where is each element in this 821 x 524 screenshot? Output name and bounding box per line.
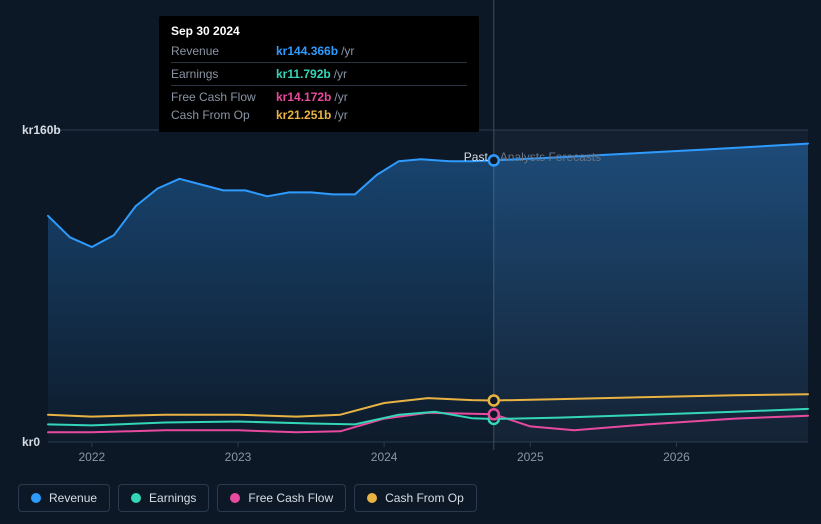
x-axis-label: 2026 [663, 450, 690, 464]
tooltip-row-label: Cash From Op [171, 108, 276, 122]
legend-item-cashop[interactable]: Cash From Op [354, 484, 477, 512]
x-axis-label: 2023 [225, 450, 252, 464]
past-label: Past [464, 150, 488, 164]
tooltip-date: Sep 30 2024 [171, 24, 467, 38]
tooltip-rows: Revenuekr144.366b/yrEarningskr11.792b/yr… [171, 42, 467, 124]
tooltip-row: Earningskr11.792b/yr [171, 65, 467, 83]
x-axis-label: 2022 [78, 450, 105, 464]
tooltip-row-label: Earnings [171, 67, 276, 81]
tooltip-row-suffix: /yr [334, 108, 347, 122]
future-label: Analysts Forecasts [500, 150, 601, 164]
legend-label: Free Cash Flow [248, 491, 333, 505]
tooltip-row-suffix: /yr [334, 67, 347, 81]
y-axis-label: kr0 [22, 435, 40, 449]
chart-area: Sep 30 2024 Revenuekr144.366b/yrEarnings… [18, 0, 811, 524]
legend-item-fcf[interactable]: Free Cash Flow [217, 484, 346, 512]
tooltip-row-label: Free Cash Flow [171, 90, 276, 104]
tooltip-separator [171, 85, 467, 86]
y-axis-label: kr160b [22, 123, 61, 137]
legend-label: Earnings [149, 491, 196, 505]
x-axis-label: 2024 [371, 450, 398, 464]
tooltip-row-value: kr11.792b [276, 67, 331, 81]
legend-dot [31, 493, 41, 503]
legend-item-revenue[interactable]: Revenue [18, 484, 110, 512]
tooltip-row: Free Cash Flowkr14.172b/yr [171, 88, 467, 106]
tooltip-row-value: kr14.172b [276, 90, 331, 104]
tooltip-row-label: Revenue [171, 44, 276, 58]
chart-tooltip: Sep 30 2024 Revenuekr144.366b/yrEarnings… [159, 16, 479, 132]
legend-dot [131, 493, 141, 503]
legend-dot [367, 493, 377, 503]
chart-container: Sep 30 2024 Revenuekr144.366b/yrEarnings… [0, 0, 821, 524]
x-axis-label: 2025 [517, 450, 544, 464]
legend-label: Revenue [49, 491, 97, 505]
tooltip-separator [171, 62, 467, 63]
tooltip-row-value: kr21.251b [276, 108, 331, 122]
tooltip-row-suffix: /yr [334, 90, 347, 104]
legend: Revenue Earnings Free Cash Flow Cash From O… [18, 484, 477, 512]
legend-dot [230, 493, 240, 503]
tooltip-row: Cash From Opkr21.251b/yr [171, 106, 467, 124]
tooltip-row-value: kr144.366b [276, 44, 338, 58]
legend-label: Cash From Op [385, 491, 464, 505]
tooltip-row-suffix: /yr [341, 44, 354, 58]
legend-item-earnings[interactable]: Earnings [118, 484, 209, 512]
tooltip-row: Revenuekr144.366b/yr [171, 42, 467, 60]
